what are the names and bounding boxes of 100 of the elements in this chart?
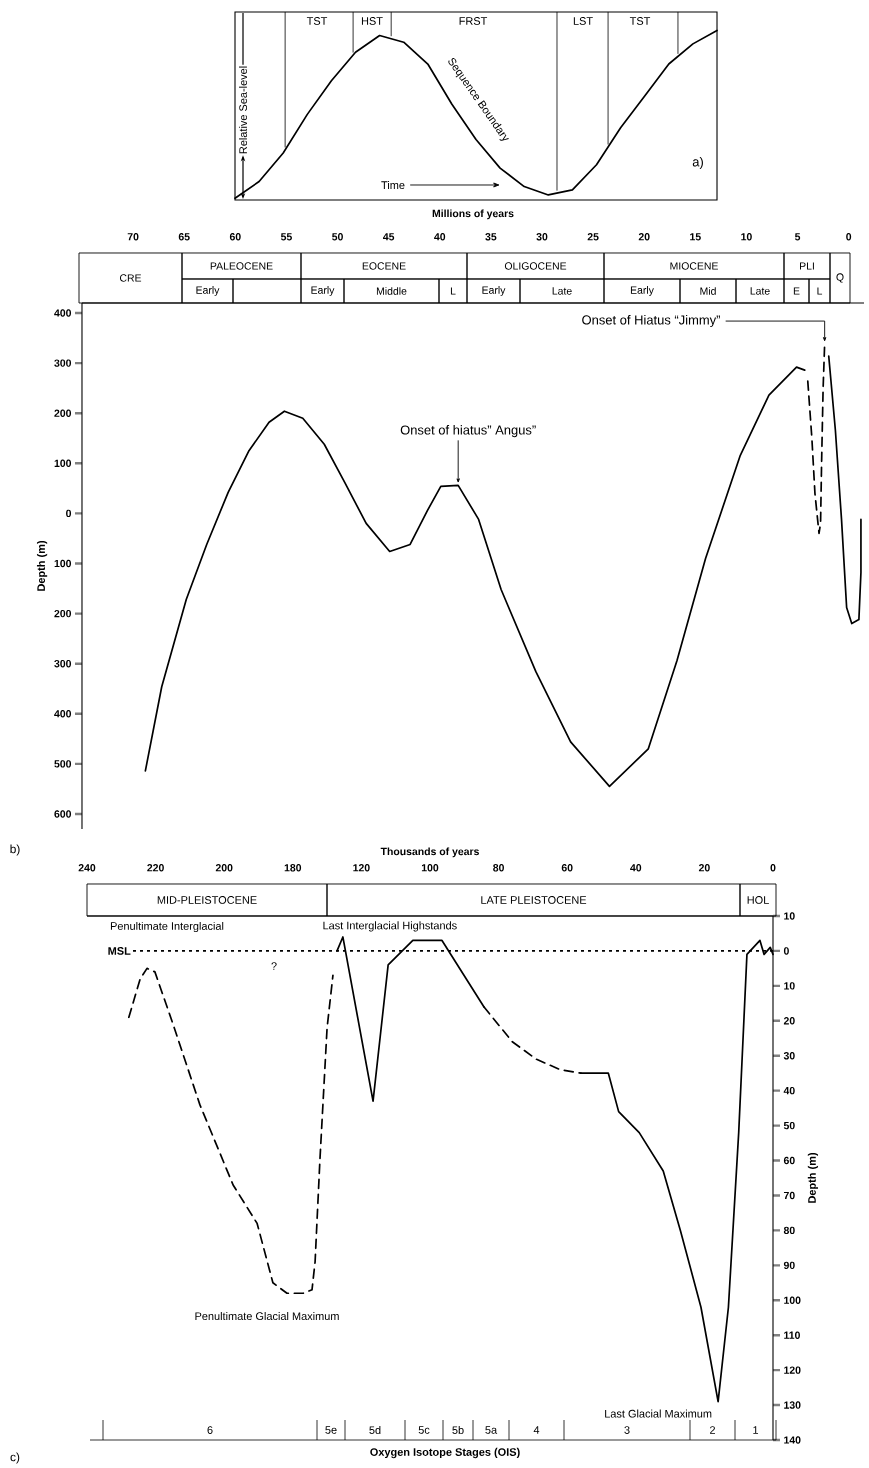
text: Late	[552, 287, 572, 295]
y-tick-label: 10	[784, 912, 795, 920]
annotation: ?	[271, 962, 277, 970]
annotation: Last Interglacial Highstands	[323, 921, 457, 932]
text: OLIGOCENE	[504, 262, 567, 270]
annotation: 3	[624, 1426, 630, 1434]
y-tick-label: 30	[783, 1052, 795, 1060]
y-tick-label: 120	[784, 1366, 801, 1374]
text: Early	[630, 286, 654, 296]
text: L	[817, 287, 823, 295]
y-tick-label: 140	[784, 1436, 801, 1444]
annotation: Relative Sea-level	[238, 66, 248, 154]
text: Q	[836, 273, 844, 283]
text: Middle	[376, 287, 407, 295]
y-tick-label: 10	[784, 982, 795, 990]
text: Oxygen Isotope Stages (OIS)	[370, 1447, 520, 1459]
line-series	[827, 355, 862, 625]
x-tick-label: 60	[229, 233, 241, 241]
ref-line-label: MSL	[108, 947, 131, 955]
x-tick-label: 65	[178, 233, 190, 241]
y-axis-title: Depth (m)	[36, 540, 48, 591]
x-tick-label: 5	[794, 233, 801, 241]
text: FRST	[459, 17, 488, 25]
y-tick-label: 60	[783, 1156, 795, 1165]
line-series	[806, 343, 826, 535]
y-tick-label: 80	[783, 1226, 795, 1235]
text: MIOCENE	[670, 262, 718, 270]
y-tick-label: 110	[784, 1331, 800, 1339]
text: Early	[311, 286, 335, 296]
text: TST	[306, 17, 328, 25]
x-tick-label: 20	[638, 233, 650, 241]
y-tick-label: 400	[54, 309, 72, 317]
text: L	[450, 287, 456, 295]
text: LST	[573, 17, 593, 25]
y-tick-label: 0	[783, 947, 789, 955]
y-tick-label: 200	[54, 409, 72, 417]
x2-tick-label: 220	[147, 864, 164, 872]
y-tick-label: 100	[784, 1296, 801, 1304]
text: EOCENE	[362, 262, 406, 270]
text: CRE	[119, 274, 142, 282]
annotation: 5a	[485, 1426, 498, 1434]
x-tick-label: 35	[485, 233, 497, 241]
text: MID-PLEISTOCENE	[157, 896, 257, 904]
y-tick-label: 20	[783, 1017, 795, 1025]
y-tick-label: 70	[783, 1191, 795, 1200]
x-tick-label: 50	[332, 233, 343, 241]
y-tick-label: 0	[66, 509, 72, 518]
x-tick-label: 0	[846, 233, 852, 241]
annotation: 6	[207, 1426, 213, 1434]
text: TST	[629, 17, 651, 25]
y-tick-label: 400	[54, 710, 72, 718]
x-tick-label: 80	[493, 864, 504, 872]
x-axis-title: Millions of years	[432, 209, 514, 220]
text: Early	[482, 286, 506, 296]
x-tick-label: 40	[630, 864, 642, 872]
x-tick-label: 60	[561, 864, 573, 872]
text: Early	[196, 286, 220, 296]
x-tick-label: 100	[421, 864, 439, 872]
text: HST	[361, 17, 383, 25]
y-tick-label: 200	[54, 609, 72, 618]
text: Mid	[700, 287, 716, 295]
annotation: 5b	[452, 1425, 464, 1435]
annotation: 4	[533, 1426, 540, 1434]
y-tick-label: 300	[54, 359, 72, 367]
y-tick-label: 90	[783, 1261, 795, 1270]
x2-tick-label: 240	[78, 864, 96, 872]
x-tick-label: 20	[698, 864, 710, 872]
annotation: 2	[710, 1426, 716, 1434]
text: c)	[10, 1452, 20, 1464]
text: LATE PLEISTOCENE	[481, 896, 587, 904]
y-tick-label: 100	[54, 459, 72, 468]
text: E	[793, 287, 800, 295]
x-axis-title: Thousands of years	[380, 847, 479, 858]
x-tick-label: 55	[280, 233, 292, 241]
text: PALEOCENE	[210, 262, 273, 270]
text: Late	[750, 287, 770, 295]
annotation: 5e	[325, 1426, 337, 1434]
text: b)	[10, 844, 20, 856]
x-tick-label: 40	[434, 233, 446, 241]
y-tick-label: 500	[54, 760, 72, 768]
x-tick-label: 25	[587, 233, 599, 241]
annotation: Penultimate Interglacial	[110, 921, 224, 933]
annotation: 5c	[418, 1426, 430, 1434]
x-tick-label: 30	[536, 233, 548, 241]
x-tick-label: 70	[127, 233, 139, 241]
annotation: 1	[753, 1426, 759, 1434]
x-tick-label: 0	[770, 864, 776, 872]
y-tick-label: 130	[784, 1401, 801, 1409]
x-tick-label: 10	[741, 233, 752, 241]
annotation: Time	[381, 180, 405, 190]
y-axis-title: Depth (m)	[807, 1152, 819, 1203]
annotation: 5d	[369, 1425, 381, 1435]
annotation: Penultimate Glacial Maximum	[195, 1311, 339, 1321]
annotation: Onset of hiatus” Angus”	[400, 425, 536, 438]
y-tick-label: 100	[54, 559, 72, 568]
line-series	[144, 366, 806, 788]
annotation: Onset of Hiatus “Jimmy”	[582, 315, 720, 328]
y-tick-label: 300	[54, 659, 72, 668]
y-tick-label: 600	[54, 810, 72, 818]
text: PLI	[800, 262, 814, 270]
